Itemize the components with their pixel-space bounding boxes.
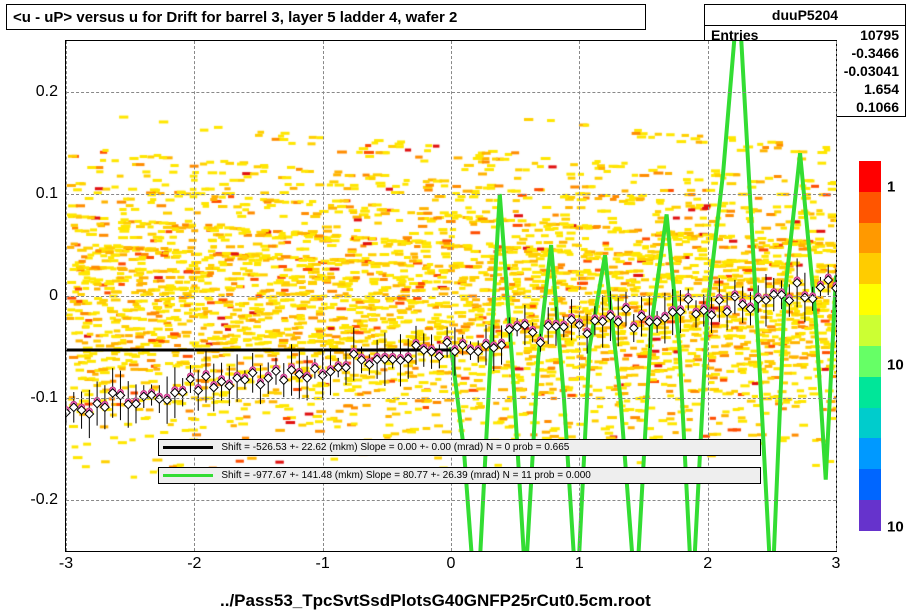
colorbar-segment (859, 284, 881, 315)
y-tick-label: -0.1 (30, 389, 66, 407)
stats-value: 10795 (860, 27, 899, 43)
colorbar-segment (859, 223, 881, 254)
colorbar-label: 10 (887, 519, 904, 536)
colorbar-segment (859, 346, 881, 377)
stats-value: -0.3466 (852, 45, 899, 61)
legend-row-green: Shift = -977.67 +- 141.48 (mkm) Slope = … (158, 467, 761, 484)
y-tick-label: -0.2 (30, 491, 66, 509)
stats-value: 1.654 (864, 81, 899, 97)
colorbar: 11010 (859, 161, 881, 531)
x-tick-label: -1 (316, 551, 330, 573)
legend-text: Shift = -526.53 +- 22.62 (mkm) Slope = 0… (221, 442, 569, 453)
colorbar-segment (859, 500, 881, 531)
colorbar-label: 10 (887, 356, 904, 373)
y-tick-label: 0.2 (36, 83, 66, 101)
legend-text: Shift = -977.67 +- 141.48 (mkm) Slope = … (221, 470, 590, 481)
gridline-v (66, 41, 67, 551)
y-tick-label: 0 (49, 287, 66, 305)
y-tick-label: 0.1 (36, 185, 66, 203)
x-tick-label: 1 (575, 551, 584, 573)
colorbar-segment (859, 192, 881, 223)
stats-title: duuP5204 (705, 5, 905, 26)
x-tick-label: 2 (703, 551, 712, 573)
stats-value: -0.03041 (844, 63, 899, 79)
gridline-v (836, 41, 837, 551)
colorbar-segment (859, 469, 881, 500)
colorbar-segment (859, 438, 881, 469)
plot-title-box: <u - uP> versus u for Drift for barrel 3… (6, 4, 646, 30)
colorbar-segment (859, 377, 881, 408)
colorbar-segment (859, 315, 881, 346)
colorbar-segment (859, 408, 881, 439)
colorbar-segment (859, 253, 881, 284)
colorbar-label: 1 (887, 178, 895, 195)
legend-row-black: Shift = -526.53 +- 22.62 (mkm) Slope = 0… (158, 439, 761, 456)
x-tick-label: -3 (59, 551, 73, 573)
stats-value: 0.1066 (856, 99, 899, 115)
x-tick-label: -2 (187, 551, 201, 573)
footer-path: ../Pass53_TpcSvtSsdPlotsG40GNFP25rCut0.5… (220, 591, 651, 611)
x-tick-label: 3 (832, 551, 841, 573)
plot-title: <u - uP> versus u for Drift for barrel 3… (13, 9, 457, 26)
legend-swatch (163, 474, 213, 477)
x-tick-label: 0 (447, 551, 456, 573)
colorbar-segment (859, 161, 881, 192)
legend-swatch (163, 446, 213, 449)
plot-area: 11010 -0.2-0.100.10.2-3-2-10123Shift = -… (65, 40, 837, 552)
